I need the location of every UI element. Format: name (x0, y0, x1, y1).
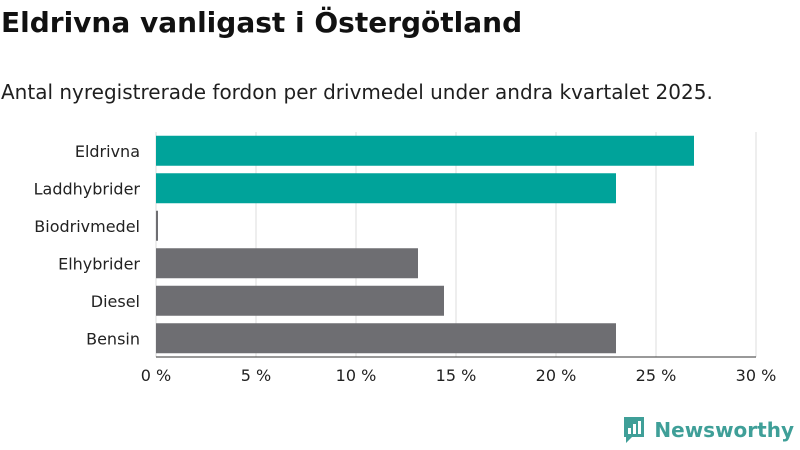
bar (156, 248, 418, 279)
category-label: Eldrivna (75, 142, 140, 161)
brand-name: Newsworthy (654, 418, 794, 442)
newsworthy-logo-icon (624, 417, 645, 443)
category-label: Bensin (86, 329, 140, 348)
category-label: Diesel (91, 292, 140, 311)
bar (156, 323, 616, 354)
x-tick-label: 25 % (636, 366, 677, 385)
x-tick-label: 0 % (141, 366, 171, 385)
chart-subtitle: Antal nyregistrerade fordon per drivmede… (1, 80, 713, 104)
category-label: Biodrivmedel (34, 217, 140, 236)
chart-title: Eldrivna vanligast i Östergötland (1, 6, 523, 39)
x-tick-label: 15 % (436, 366, 477, 385)
x-tick-label: 30 % (736, 366, 777, 385)
bar (156, 173, 616, 204)
bar (156, 285, 444, 316)
x-tick-label: 5 % (241, 366, 271, 385)
x-tick-label: 20 % (536, 366, 577, 385)
category-label: Elhybrider (58, 254, 140, 273)
x-tick-label: 10 % (336, 366, 377, 385)
category-label: Laddhybrider (34, 179, 141, 198)
bar (156, 135, 694, 166)
brand-logo: Newsworthy (622, 416, 794, 444)
bar (156, 210, 158, 241)
